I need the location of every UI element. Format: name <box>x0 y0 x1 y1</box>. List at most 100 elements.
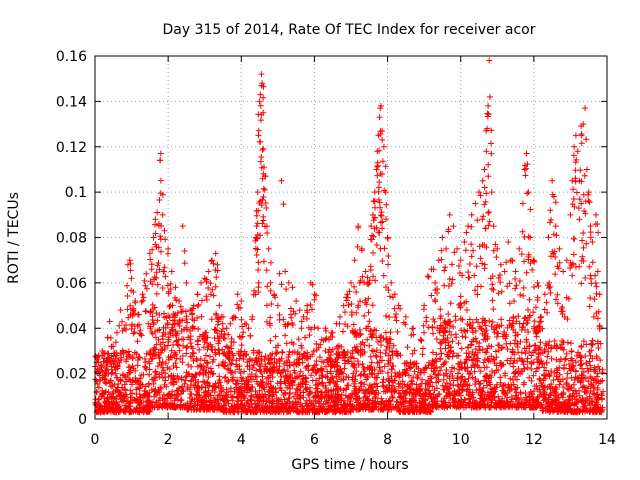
data-point <box>297 401 304 408</box>
data-point <box>145 406 152 413</box>
data-point <box>388 366 395 373</box>
data-point <box>594 268 601 275</box>
data-point <box>205 369 212 376</box>
data-point <box>173 364 180 371</box>
data-point <box>154 363 161 370</box>
data-point <box>165 373 172 380</box>
data-point <box>171 391 178 398</box>
data-point <box>425 324 432 331</box>
data-point <box>127 387 134 394</box>
data-point <box>282 332 289 339</box>
data-point <box>465 269 472 276</box>
data-point <box>188 391 195 398</box>
data-point <box>217 379 224 386</box>
data-point <box>273 350 280 357</box>
data-point <box>239 333 246 340</box>
data-point <box>265 245 272 252</box>
data-point <box>109 404 116 411</box>
data-point <box>235 394 242 401</box>
data-point <box>364 336 371 343</box>
data-point <box>170 363 177 370</box>
data-point <box>289 378 296 385</box>
data-point <box>485 173 492 180</box>
data-point <box>531 258 538 265</box>
data-point <box>108 363 115 370</box>
data-point <box>454 370 461 377</box>
data-point <box>297 368 304 375</box>
data-point <box>151 393 158 400</box>
data-point <box>300 394 307 401</box>
data-point <box>450 223 457 230</box>
data-point <box>586 263 593 270</box>
data-point <box>279 401 286 408</box>
data-point <box>222 401 229 408</box>
data-point <box>268 300 275 307</box>
data-point <box>310 364 317 371</box>
data-point <box>149 355 156 362</box>
data-point <box>593 211 600 218</box>
data-point <box>135 408 142 415</box>
data-point <box>451 249 458 256</box>
data-point <box>150 351 157 358</box>
data-point <box>239 391 246 398</box>
data-point <box>520 292 527 299</box>
data-point <box>204 360 211 367</box>
data-point <box>263 366 270 373</box>
data-point <box>199 297 206 304</box>
data-point <box>178 376 185 383</box>
data-point <box>556 245 563 252</box>
data-point <box>129 353 136 360</box>
data-point <box>371 204 378 211</box>
data-point <box>262 353 269 360</box>
data-point <box>357 330 364 337</box>
data-point <box>309 407 316 414</box>
data-point <box>340 302 347 309</box>
data-point <box>525 189 532 196</box>
data-point <box>516 245 523 252</box>
data-point <box>312 398 319 405</box>
data-point <box>169 404 176 411</box>
data-point <box>162 370 169 377</box>
data-point <box>159 211 166 218</box>
data-point <box>95 358 102 365</box>
data-point <box>367 236 374 243</box>
data-point <box>479 177 486 184</box>
data-point <box>295 336 302 343</box>
data-point <box>263 397 270 404</box>
data-point <box>331 408 338 415</box>
data-point <box>579 237 586 244</box>
data-point <box>485 102 492 109</box>
data-point <box>195 326 202 333</box>
data-point <box>267 337 274 344</box>
data-point <box>333 383 340 390</box>
data-point <box>368 359 375 366</box>
data-point <box>486 57 493 64</box>
data-point <box>200 363 207 370</box>
data-point <box>282 268 289 275</box>
data-point <box>147 400 154 407</box>
data-point <box>239 402 246 409</box>
data-point <box>589 259 596 266</box>
data-point <box>179 359 186 366</box>
data-point <box>498 316 505 323</box>
data-point <box>226 405 233 412</box>
data-point <box>423 314 430 321</box>
data-point <box>522 350 529 357</box>
y-tick-labels: 00.020.040.060.080.10.120.140.16 <box>56 49 87 428</box>
data-point <box>572 178 579 185</box>
data-point <box>110 388 117 395</box>
data-point <box>143 350 150 357</box>
data-point <box>577 167 584 174</box>
data-point <box>328 392 335 399</box>
data-point <box>212 283 219 290</box>
data-point <box>154 327 161 334</box>
data-point <box>385 261 392 268</box>
data-point <box>141 277 148 284</box>
data-point <box>587 223 594 230</box>
data-point <box>583 136 590 143</box>
data-point <box>340 376 347 383</box>
data-point <box>331 402 338 409</box>
data-point <box>372 352 379 359</box>
data-point <box>462 334 469 341</box>
